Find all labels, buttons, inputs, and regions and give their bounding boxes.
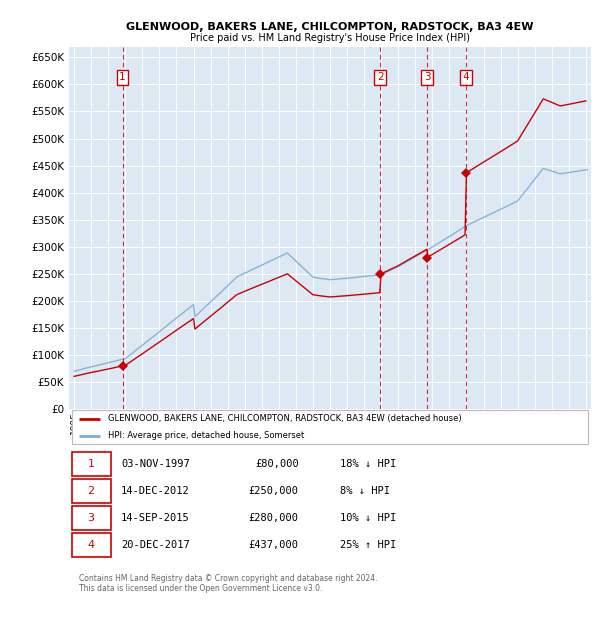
Text: 4: 4 [88, 540, 94, 550]
Text: 3: 3 [424, 73, 431, 82]
Text: £280,000: £280,000 [248, 513, 299, 523]
Text: GLENWOOD, BAKERS LANE, CHILCOMPTON, RADSTOCK, BA3 4EW: GLENWOOD, BAKERS LANE, CHILCOMPTON, RADS… [126, 22, 534, 32]
FancyBboxPatch shape [71, 410, 589, 444]
Text: 2: 2 [88, 486, 94, 496]
Text: £80,000: £80,000 [255, 459, 299, 469]
Text: £250,000: £250,000 [248, 486, 299, 496]
Text: 20-DEC-2017: 20-DEC-2017 [121, 540, 190, 550]
FancyBboxPatch shape [71, 533, 111, 557]
Text: 1: 1 [119, 73, 126, 82]
Text: 4: 4 [463, 73, 469, 82]
Text: 14-DEC-2012: 14-DEC-2012 [121, 486, 190, 496]
Text: 1: 1 [88, 459, 94, 469]
Text: 3: 3 [88, 513, 94, 523]
FancyBboxPatch shape [71, 451, 111, 476]
Text: 2: 2 [377, 73, 383, 82]
Text: 25% ↑ HPI: 25% ↑ HPI [340, 540, 397, 550]
Text: 18% ↓ HPI: 18% ↓ HPI [340, 459, 397, 469]
FancyBboxPatch shape [71, 506, 111, 530]
Text: Contains HM Land Registry data © Crown copyright and database right 2024.
This d: Contains HM Land Registry data © Crown c… [79, 574, 378, 593]
Text: £437,000: £437,000 [248, 540, 299, 550]
FancyBboxPatch shape [71, 479, 111, 503]
Text: 10% ↓ HPI: 10% ↓ HPI [340, 513, 397, 523]
Text: GLENWOOD, BAKERS LANE, CHILCOMPTON, RADSTOCK, BA3 4EW (detached house): GLENWOOD, BAKERS LANE, CHILCOMPTON, RADS… [108, 415, 462, 423]
Text: 8% ↓ HPI: 8% ↓ HPI [340, 486, 391, 496]
Text: 14-SEP-2015: 14-SEP-2015 [121, 513, 190, 523]
Text: Price paid vs. HM Land Registry's House Price Index (HPI): Price paid vs. HM Land Registry's House … [190, 33, 470, 43]
Text: 03-NOV-1997: 03-NOV-1997 [121, 459, 190, 469]
Text: HPI: Average price, detached house, Somerset: HPI: Average price, detached house, Some… [108, 431, 304, 440]
